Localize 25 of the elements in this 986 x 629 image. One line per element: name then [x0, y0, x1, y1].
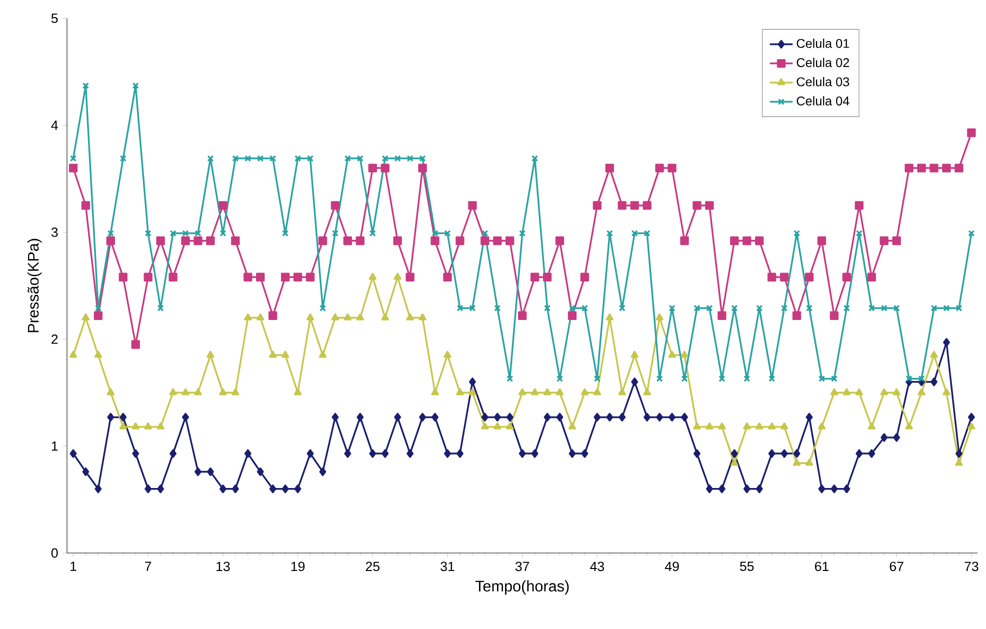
y-tick-label: 4 — [51, 120, 58, 130]
x-tick-label: 55 — [740, 562, 754, 572]
y-tick-label: 5 — [51, 14, 58, 23]
x-tick-label: 37 — [515, 562, 530, 572]
legend-label: Celula 03 — [796, 76, 850, 86]
x-tick-label: 73 — [964, 562, 978, 572]
x-tick-label: 19 — [291, 562, 305, 572]
y-tick-label: 3 — [51, 227, 58, 237]
x-tick-label: 7 — [145, 562, 152, 571]
x-tick-label: 25 — [366, 562, 380, 572]
legend-label: Celula 01 — [796, 38, 850, 48]
x-tick-label: 1 — [70, 562, 76, 571]
x-tick-label: 49 — [664, 562, 679, 572]
y-axis-title: Pressão(KPa) — [27, 238, 42, 332]
x-tick-label: 31 — [440, 562, 454, 572]
x-tick-label: 43 — [590, 562, 604, 572]
x-axis-title: Tempo(horas) — [475, 580, 569, 595]
y-tick-label: 2 — [52, 334, 58, 344]
legend-label: Celula 02 — [796, 58, 850, 68]
y-tick-label: 0 — [51, 548, 58, 558]
legend-label: Celula 04 — [796, 96, 850, 106]
x-tick-label: 13 — [216, 562, 230, 572]
y-tick-label: 1 — [52, 441, 58, 451]
x-tick-label: 61 — [814, 562, 829, 572]
x-tick-label: 67 — [890, 562, 904, 572]
